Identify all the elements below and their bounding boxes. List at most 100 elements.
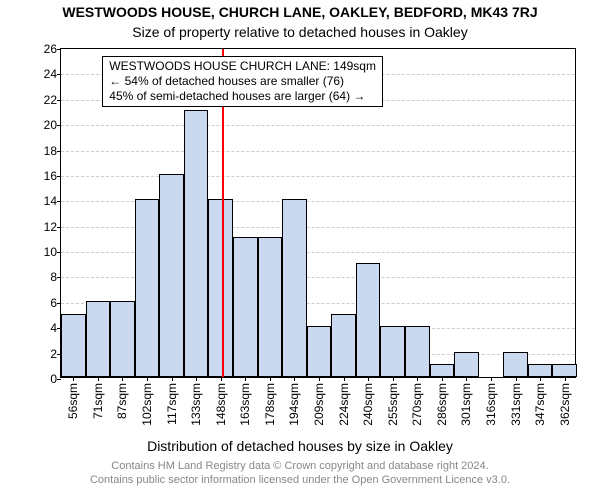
x-tick-mark <box>344 377 345 381</box>
histogram-bar <box>405 326 430 377</box>
gridline-h <box>61 151 575 152</box>
x-tick-label: 178sqm <box>263 383 277 426</box>
x-tick-mark <box>393 377 394 381</box>
x-tick-mark <box>466 377 467 381</box>
annotation-line-3: 45% of semi-detached houses are larger (… <box>109 89 376 104</box>
histogram-bar <box>552 364 577 377</box>
y-tick-label: 14 <box>44 194 57 208</box>
y-tick-label: 16 <box>44 169 57 183</box>
x-tick-mark <box>196 377 197 381</box>
y-tick-mark <box>57 74 61 75</box>
x-tick-label: 163sqm <box>238 383 252 426</box>
y-tick-label: 6 <box>50 296 57 310</box>
y-tick-mark <box>57 379 61 380</box>
x-tick-mark <box>147 377 148 381</box>
y-tick-mark <box>57 125 61 126</box>
annotation-line-1: WESTWOODS HOUSE CHURCH LANE: 149sqm <box>109 59 376 74</box>
histogram-bar <box>184 110 209 377</box>
y-tick-mark <box>57 176 61 177</box>
x-tick-label: 316sqm <box>484 383 498 426</box>
x-tick-mark <box>221 377 222 381</box>
x-tick-label: 255sqm <box>386 383 400 426</box>
histogram-bar <box>86 301 111 377</box>
gridline-h <box>61 125 575 126</box>
histogram-bar <box>430 364 455 377</box>
y-tick-label: 26 <box>44 42 57 56</box>
chart-container: WESTWOODS HOUSE, CHURCH LANE, OAKLEY, BE… <box>0 0 600 500</box>
y-tick-label: 22 <box>44 93 57 107</box>
x-tick-mark <box>294 377 295 381</box>
y-tick-mark <box>57 49 61 50</box>
histogram-bar <box>454 352 479 377</box>
plot-area: 0246810121416182022242656sqm71sqm87sqm10… <box>60 48 576 378</box>
y-tick-mark <box>57 277 61 278</box>
y-tick-label: 10 <box>44 245 57 259</box>
histogram-bar <box>159 174 184 377</box>
y-tick-mark <box>57 227 61 228</box>
footer-line-2: Contains public sector information licen… <box>0 474 600 486</box>
histogram-bar <box>307 326 332 377</box>
gridline-h <box>61 176 575 177</box>
chart-subtitle: Size of property relative to detached ho… <box>0 24 600 40</box>
histogram-bar <box>61 314 86 377</box>
x-tick-mark <box>245 377 246 381</box>
x-tick-label: 133sqm <box>189 383 203 426</box>
x-tick-mark <box>368 377 369 381</box>
x-tick-label: 87sqm <box>115 383 129 419</box>
histogram-bar <box>233 237 258 377</box>
x-tick-mark <box>73 377 74 381</box>
x-tick-label: 270sqm <box>410 383 424 426</box>
x-tick-label: 347sqm <box>533 383 547 426</box>
x-tick-mark <box>98 377 99 381</box>
histogram-bar <box>135 199 160 377</box>
x-tick-mark <box>565 377 566 381</box>
x-tick-label: 286sqm <box>435 383 449 426</box>
y-tick-label: 12 <box>44 220 57 234</box>
x-tick-label: 117sqm <box>165 383 179 425</box>
histogram-bar <box>356 263 381 377</box>
annotation-box: WESTWOODS HOUSE CHURCH LANE: 149sqm← 54%… <box>102 56 383 107</box>
x-tick-mark <box>270 377 271 381</box>
x-tick-label: 301sqm <box>459 383 473 426</box>
x-tick-label: 224sqm <box>337 383 351 426</box>
x-tick-mark <box>442 377 443 381</box>
y-tick-mark <box>57 201 61 202</box>
histogram-bar <box>331 314 356 377</box>
x-tick-mark <box>122 377 123 381</box>
x-tick-mark <box>491 377 492 381</box>
x-tick-label: 209sqm <box>312 383 326 426</box>
x-tick-label: 362sqm <box>558 383 572 426</box>
x-tick-label: 331sqm <box>509 383 523 426</box>
y-tick-label: 2 <box>50 347 57 361</box>
x-tick-mark <box>319 377 320 381</box>
annotation-line-2: ← 54% of detached houses are smaller (76… <box>109 74 376 89</box>
x-tick-label: 148sqm <box>214 383 228 426</box>
histogram-bar <box>208 199 233 377</box>
y-tick-label: 0 <box>50 372 57 386</box>
x-tick-label: 71sqm <box>91 383 105 419</box>
histogram-bar <box>380 326 405 377</box>
y-tick-mark <box>57 303 61 304</box>
x-tick-label: 194sqm <box>287 383 301 426</box>
x-tick-label: 102sqm <box>140 383 154 426</box>
histogram-bar <box>258 237 283 377</box>
x-tick-mark <box>540 377 541 381</box>
x-axis-label: Distribution of detached houses by size … <box>0 438 600 454</box>
y-tick-label: 20 <box>44 118 57 132</box>
x-tick-mark <box>516 377 517 381</box>
footer-line-1: Contains HM Land Registry data © Crown c… <box>0 460 600 472</box>
y-tick-mark <box>57 151 61 152</box>
y-tick-mark <box>57 252 61 253</box>
histogram-bar <box>282 199 307 377</box>
y-tick-label: 4 <box>50 321 57 335</box>
x-tick-label: 240sqm <box>361 383 375 426</box>
histogram-bar <box>503 352 528 377</box>
y-tick-label: 18 <box>44 144 57 158</box>
histogram-bar <box>110 301 135 377</box>
y-tick-label: 8 <box>50 270 57 284</box>
chart-title: WESTWOODS HOUSE, CHURCH LANE, OAKLEY, BE… <box>0 4 600 20</box>
y-tick-mark <box>57 100 61 101</box>
y-tick-label: 24 <box>44 67 57 81</box>
x-tick-label: 56sqm <box>66 383 80 419</box>
histogram-bar <box>528 364 553 377</box>
